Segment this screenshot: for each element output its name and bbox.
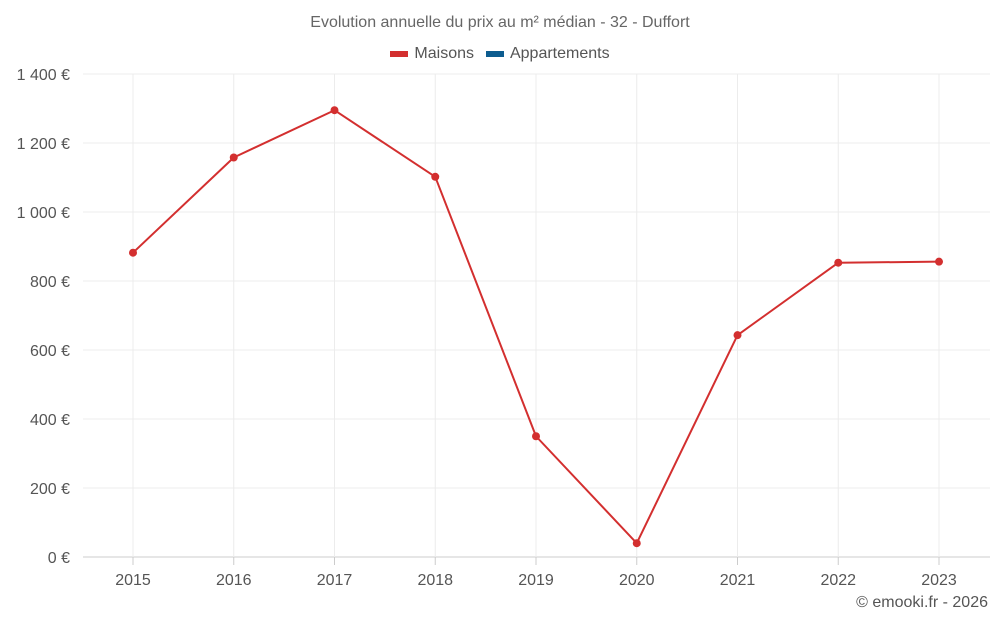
- y-tick-label: 0 €: [48, 550, 70, 567]
- y-tick-label: 1 400 €: [17, 67, 70, 84]
- x-tick-label: 2018: [417, 572, 453, 589]
- y-tick-label: 1 000 €: [17, 205, 70, 222]
- y-tick-label: 1 200 €: [17, 136, 70, 153]
- data-point-maisons: [632, 539, 641, 548]
- data-point-maisons: [229, 153, 238, 162]
- y-tick-label: 200 €: [30, 481, 70, 498]
- legend-item-maisons[interactable]: Maisons: [390, 45, 474, 63]
- legend-label-appartements: Appartements: [509, 45, 610, 62]
- x-tick-label: 2019: [518, 572, 554, 589]
- y-tick-label: 600 €: [30, 343, 70, 360]
- credit-text: © emooki.fr - 2026: [856, 594, 988, 611]
- data-point-maisons: [532, 432, 540, 441]
- legend-swatch-appartements: [485, 51, 504, 57]
- x-tick-label: 2017: [317, 572, 353, 589]
- data-point-maisons: [834, 258, 843, 267]
- x-tick-label: 2020: [619, 572, 655, 589]
- legend: Maisons Appartements: [0, 45, 1000, 63]
- x-tick-label: 2023: [921, 572, 957, 589]
- legend-swatch-maisons: [390, 51, 409, 57]
- x-tick-label: 2022: [820, 572, 856, 589]
- legend-label-maisons: Maisons: [414, 45, 474, 62]
- x-tick-label: 2016: [216, 572, 252, 589]
- legend-item-appartements[interactable]: Appartements: [485, 45, 610, 63]
- data-point-maisons: [129, 248, 137, 257]
- y-tick-label: 400 €: [30, 412, 70, 429]
- chart-title: Evolution annuelle du prix au m² médian …: [310, 14, 690, 31]
- data-point-maisons: [733, 331, 742, 340]
- data-point-maisons: [935, 257, 943, 266]
- x-tick-label: 2015: [115, 572, 151, 589]
- data-point-maisons: [330, 106, 339, 115]
- data-point-maisons: [431, 172, 440, 181]
- x-tick-label: 2021: [720, 572, 756, 589]
- y-tick-label: 800 €: [30, 274, 70, 291]
